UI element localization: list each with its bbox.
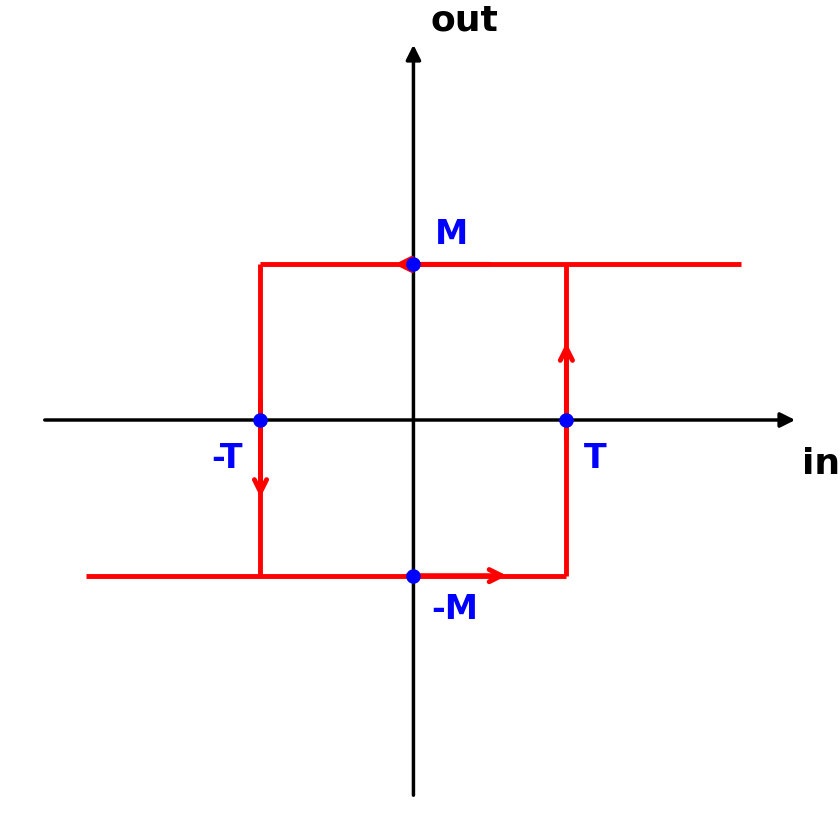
Text: -T: -T <box>212 442 243 475</box>
Point <box>407 258 420 271</box>
Text: M: M <box>435 218 469 251</box>
Text: out: out <box>431 3 499 38</box>
Text: -M: -M <box>431 593 478 627</box>
Text: in: in <box>802 447 840 480</box>
Point <box>407 569 420 582</box>
Text: T: T <box>584 442 606 475</box>
Point <box>254 413 267 427</box>
Point <box>559 413 573 427</box>
